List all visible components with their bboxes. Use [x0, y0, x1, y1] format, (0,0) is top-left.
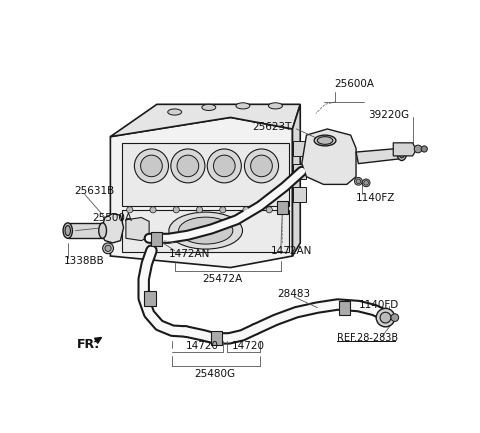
Text: 25600A: 25600A [335, 79, 374, 89]
Text: 39220G: 39220G [369, 110, 409, 120]
Polygon shape [122, 143, 288, 206]
Circle shape [421, 146, 427, 152]
Text: 1472AN: 1472AN [271, 246, 312, 255]
Circle shape [220, 207, 226, 213]
Bar [292, 164, 306, 179]
Ellipse shape [202, 104, 216, 110]
Bar [211, 331, 222, 345]
Bar [339, 301, 350, 314]
Ellipse shape [65, 226, 71, 236]
Text: FR.: FR. [77, 338, 100, 351]
Text: 1472AN: 1472AN [168, 249, 210, 259]
Polygon shape [302, 129, 356, 184]
Circle shape [196, 207, 203, 213]
Polygon shape [126, 217, 149, 241]
Circle shape [376, 308, 395, 327]
Polygon shape [356, 148, 405, 164]
Circle shape [141, 155, 162, 177]
Text: REF.28-283B: REF.28-283B [337, 333, 398, 343]
Ellipse shape [268, 103, 282, 109]
Circle shape [173, 207, 180, 213]
Ellipse shape [63, 223, 72, 238]
Bar [277, 200, 288, 214]
Circle shape [244, 149, 278, 183]
Polygon shape [100, 213, 123, 243]
Text: 14720: 14720 [232, 341, 265, 351]
Polygon shape [122, 210, 288, 252]
Polygon shape [110, 104, 300, 137]
Circle shape [105, 245, 111, 252]
Ellipse shape [236, 103, 250, 109]
Circle shape [134, 149, 168, 183]
Text: 1140FD: 1140FD [359, 300, 398, 310]
Text: 1338BB: 1338BB [64, 256, 105, 266]
Circle shape [171, 149, 205, 183]
Circle shape [103, 243, 113, 254]
Polygon shape [292, 104, 300, 256]
Circle shape [150, 207, 156, 213]
Text: 28483: 28483 [277, 289, 310, 299]
Bar [292, 187, 306, 202]
Ellipse shape [168, 109, 181, 115]
Text: 14720: 14720 [186, 341, 218, 351]
Bar [144, 291, 156, 306]
Circle shape [356, 179, 360, 184]
Circle shape [355, 178, 362, 185]
Circle shape [266, 207, 272, 213]
Ellipse shape [179, 217, 233, 244]
Circle shape [177, 155, 199, 177]
Circle shape [362, 179, 370, 187]
Ellipse shape [317, 137, 333, 144]
Text: 1140FZ: 1140FZ [356, 193, 396, 203]
Circle shape [391, 314, 399, 321]
Circle shape [243, 207, 249, 213]
Text: 25472A: 25472A [203, 274, 243, 284]
Bar [152, 232, 162, 246]
Text: 25623T: 25623T [252, 122, 291, 132]
Text: 25480G: 25480G [194, 369, 236, 379]
Polygon shape [393, 143, 415, 156]
Ellipse shape [169, 212, 242, 249]
Circle shape [207, 149, 241, 183]
Polygon shape [68, 223, 103, 238]
Circle shape [127, 207, 133, 213]
Ellipse shape [399, 149, 405, 158]
Bar [292, 141, 306, 156]
Text: 25631B: 25631B [74, 186, 114, 196]
Ellipse shape [99, 223, 107, 238]
Circle shape [414, 145, 422, 153]
Circle shape [214, 155, 235, 177]
Text: 25500A: 25500A [93, 213, 132, 223]
Circle shape [251, 155, 272, 177]
Polygon shape [110, 117, 292, 268]
Circle shape [364, 181, 369, 185]
Ellipse shape [397, 147, 407, 161]
Ellipse shape [314, 135, 336, 146]
Circle shape [380, 312, 391, 323]
